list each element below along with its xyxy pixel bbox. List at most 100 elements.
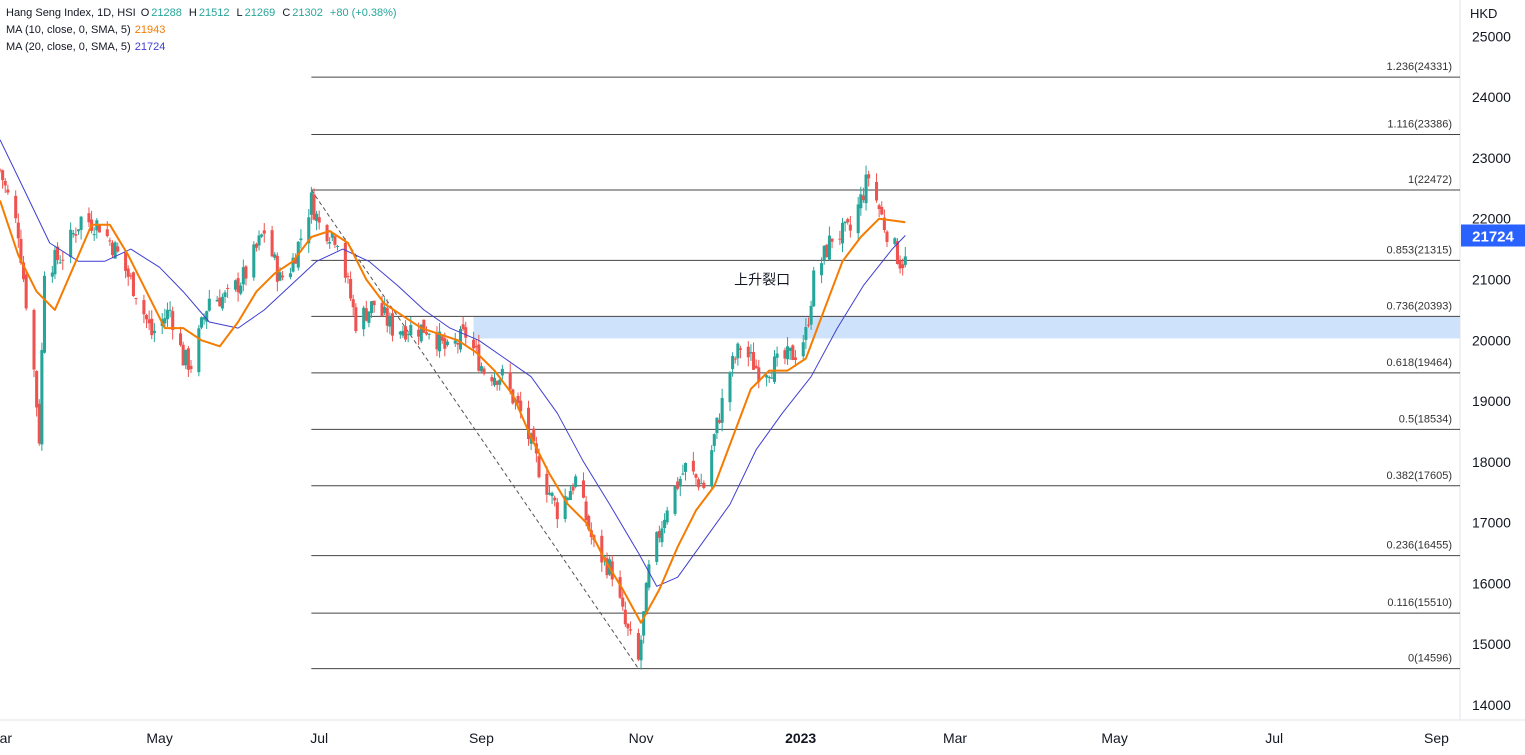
candle bbox=[1, 169, 5, 189]
candle-body bbox=[171, 311, 175, 330]
candle bbox=[697, 477, 701, 491]
candle bbox=[757, 359, 761, 389]
candle bbox=[660, 521, 664, 548]
currency-label: HKD bbox=[1470, 6, 1498, 21]
candle bbox=[788, 347, 792, 360]
candle bbox=[840, 218, 845, 253]
candle bbox=[233, 279, 238, 292]
candle-body bbox=[108, 240, 112, 242]
candle bbox=[665, 506, 669, 525]
candle bbox=[812, 266, 816, 308]
candle-body bbox=[134, 297, 138, 299]
candle-body bbox=[1, 170, 5, 181]
candle bbox=[291, 252, 295, 273]
candle bbox=[288, 267, 292, 280]
candle bbox=[903, 246, 907, 268]
candle-body bbox=[746, 346, 750, 358]
candle bbox=[199, 316, 204, 330]
candle-body bbox=[223, 292, 227, 297]
candle-body bbox=[770, 377, 774, 379]
candle bbox=[435, 326, 439, 357]
y-tick-label: 24000 bbox=[1472, 89, 1511, 105]
candle bbox=[898, 255, 902, 274]
legend-symbol[interactable]: Hang Seng Index, 1D, HSI bbox=[6, 7, 136, 19]
candle-body bbox=[205, 311, 209, 322]
candle-body bbox=[903, 256, 907, 265]
candle bbox=[801, 334, 805, 359]
candle-body bbox=[233, 280, 238, 290]
candle-body bbox=[257, 235, 261, 246]
candle-body bbox=[110, 242, 115, 256]
candle bbox=[32, 308, 36, 378]
candle bbox=[882, 209, 886, 233]
candle-body bbox=[728, 372, 732, 403]
candle-body bbox=[477, 344, 481, 371]
candle-body bbox=[163, 318, 167, 324]
x-tick-label: Mar bbox=[943, 730, 967, 746]
candle bbox=[827, 226, 831, 262]
candle bbox=[490, 374, 494, 387]
candle bbox=[113, 240, 117, 259]
candle bbox=[526, 400, 531, 446]
gap-zone bbox=[473, 316, 1460, 339]
candle-body bbox=[581, 480, 586, 498]
candle bbox=[880, 201, 884, 216]
candle bbox=[312, 188, 316, 221]
y-tick-label: 25000 bbox=[1472, 28, 1511, 44]
candle bbox=[877, 203, 881, 218]
candle-body bbox=[186, 348, 190, 370]
candle bbox=[461, 316, 465, 332]
candle bbox=[500, 364, 504, 381]
candle bbox=[676, 477, 680, 491]
candle bbox=[71, 229, 75, 238]
y-tick-label: 15000 bbox=[1472, 636, 1511, 652]
candle bbox=[464, 321, 468, 346]
legend-ma10-row[interactable]: MA (10, close, 0, SMA, 5) 21943 bbox=[6, 22, 399, 39]
candle-body bbox=[663, 519, 667, 529]
candle bbox=[566, 496, 570, 502]
candle-body bbox=[406, 334, 410, 336]
candle bbox=[315, 210, 319, 231]
legend-ma20-row[interactable]: MA (20, close, 0, SMA, 5) 21724 bbox=[6, 39, 399, 56]
candle bbox=[791, 344, 795, 361]
candle-body bbox=[458, 328, 463, 350]
candle-body bbox=[58, 262, 62, 264]
candle bbox=[168, 301, 172, 318]
candle bbox=[733, 356, 737, 364]
candle bbox=[683, 462, 688, 481]
candle-body bbox=[712, 434, 716, 446]
candle-body bbox=[783, 350, 787, 359]
candle bbox=[710, 445, 714, 489]
x-tick-label: Jul bbox=[310, 730, 328, 746]
fib-level-label: 0.116(15510) bbox=[1387, 597, 1452, 609]
candle-body bbox=[220, 296, 224, 309]
candle-body bbox=[898, 260, 902, 269]
candle-body bbox=[626, 623, 630, 629]
legend-ma20-label: MA (20, close, 0, SMA, 5) bbox=[6, 41, 131, 53]
candle bbox=[678, 476, 682, 497]
candle-body bbox=[294, 257, 298, 264]
candle-body bbox=[197, 328, 201, 373]
candle-body bbox=[838, 238, 842, 240]
candle bbox=[189, 360, 193, 373]
candle-body bbox=[152, 330, 156, 334]
candle-body bbox=[427, 333, 431, 335]
candle-body bbox=[786, 346, 790, 360]
candle-body bbox=[328, 241, 332, 244]
candle bbox=[74, 227, 78, 243]
candle bbox=[317, 210, 321, 230]
candle bbox=[846, 217, 850, 225]
candle-body bbox=[490, 377, 494, 382]
candle-body bbox=[694, 474, 698, 478]
candle bbox=[299, 229, 303, 249]
candle bbox=[738, 345, 742, 359]
candle bbox=[215, 296, 219, 302]
candle bbox=[108, 237, 112, 246]
candle-body bbox=[346, 276, 350, 278]
candle-body bbox=[419, 324, 423, 342]
candle-body bbox=[801, 342, 805, 357]
candle bbox=[181, 341, 185, 366]
candle bbox=[715, 417, 719, 440]
legend-ma20-value: 21724 bbox=[134, 41, 166, 53]
